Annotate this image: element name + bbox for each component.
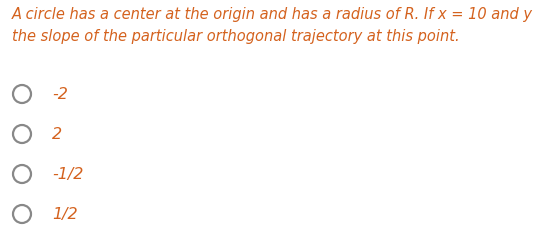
Text: 1/2: 1/2: [52, 207, 78, 222]
Text: A circle has a center at the origin and has a radius of R. If x = 10 and y = 20,: A circle has a center at the origin and …: [12, 7, 535, 22]
Text: the slope of the particular orthogonal trajectory at this point.: the slope of the particular orthogonal t…: [12, 29, 460, 44]
Text: -2: -2: [52, 87, 68, 102]
Text: 2: 2: [52, 127, 62, 142]
Text: -1/2: -1/2: [52, 167, 83, 182]
